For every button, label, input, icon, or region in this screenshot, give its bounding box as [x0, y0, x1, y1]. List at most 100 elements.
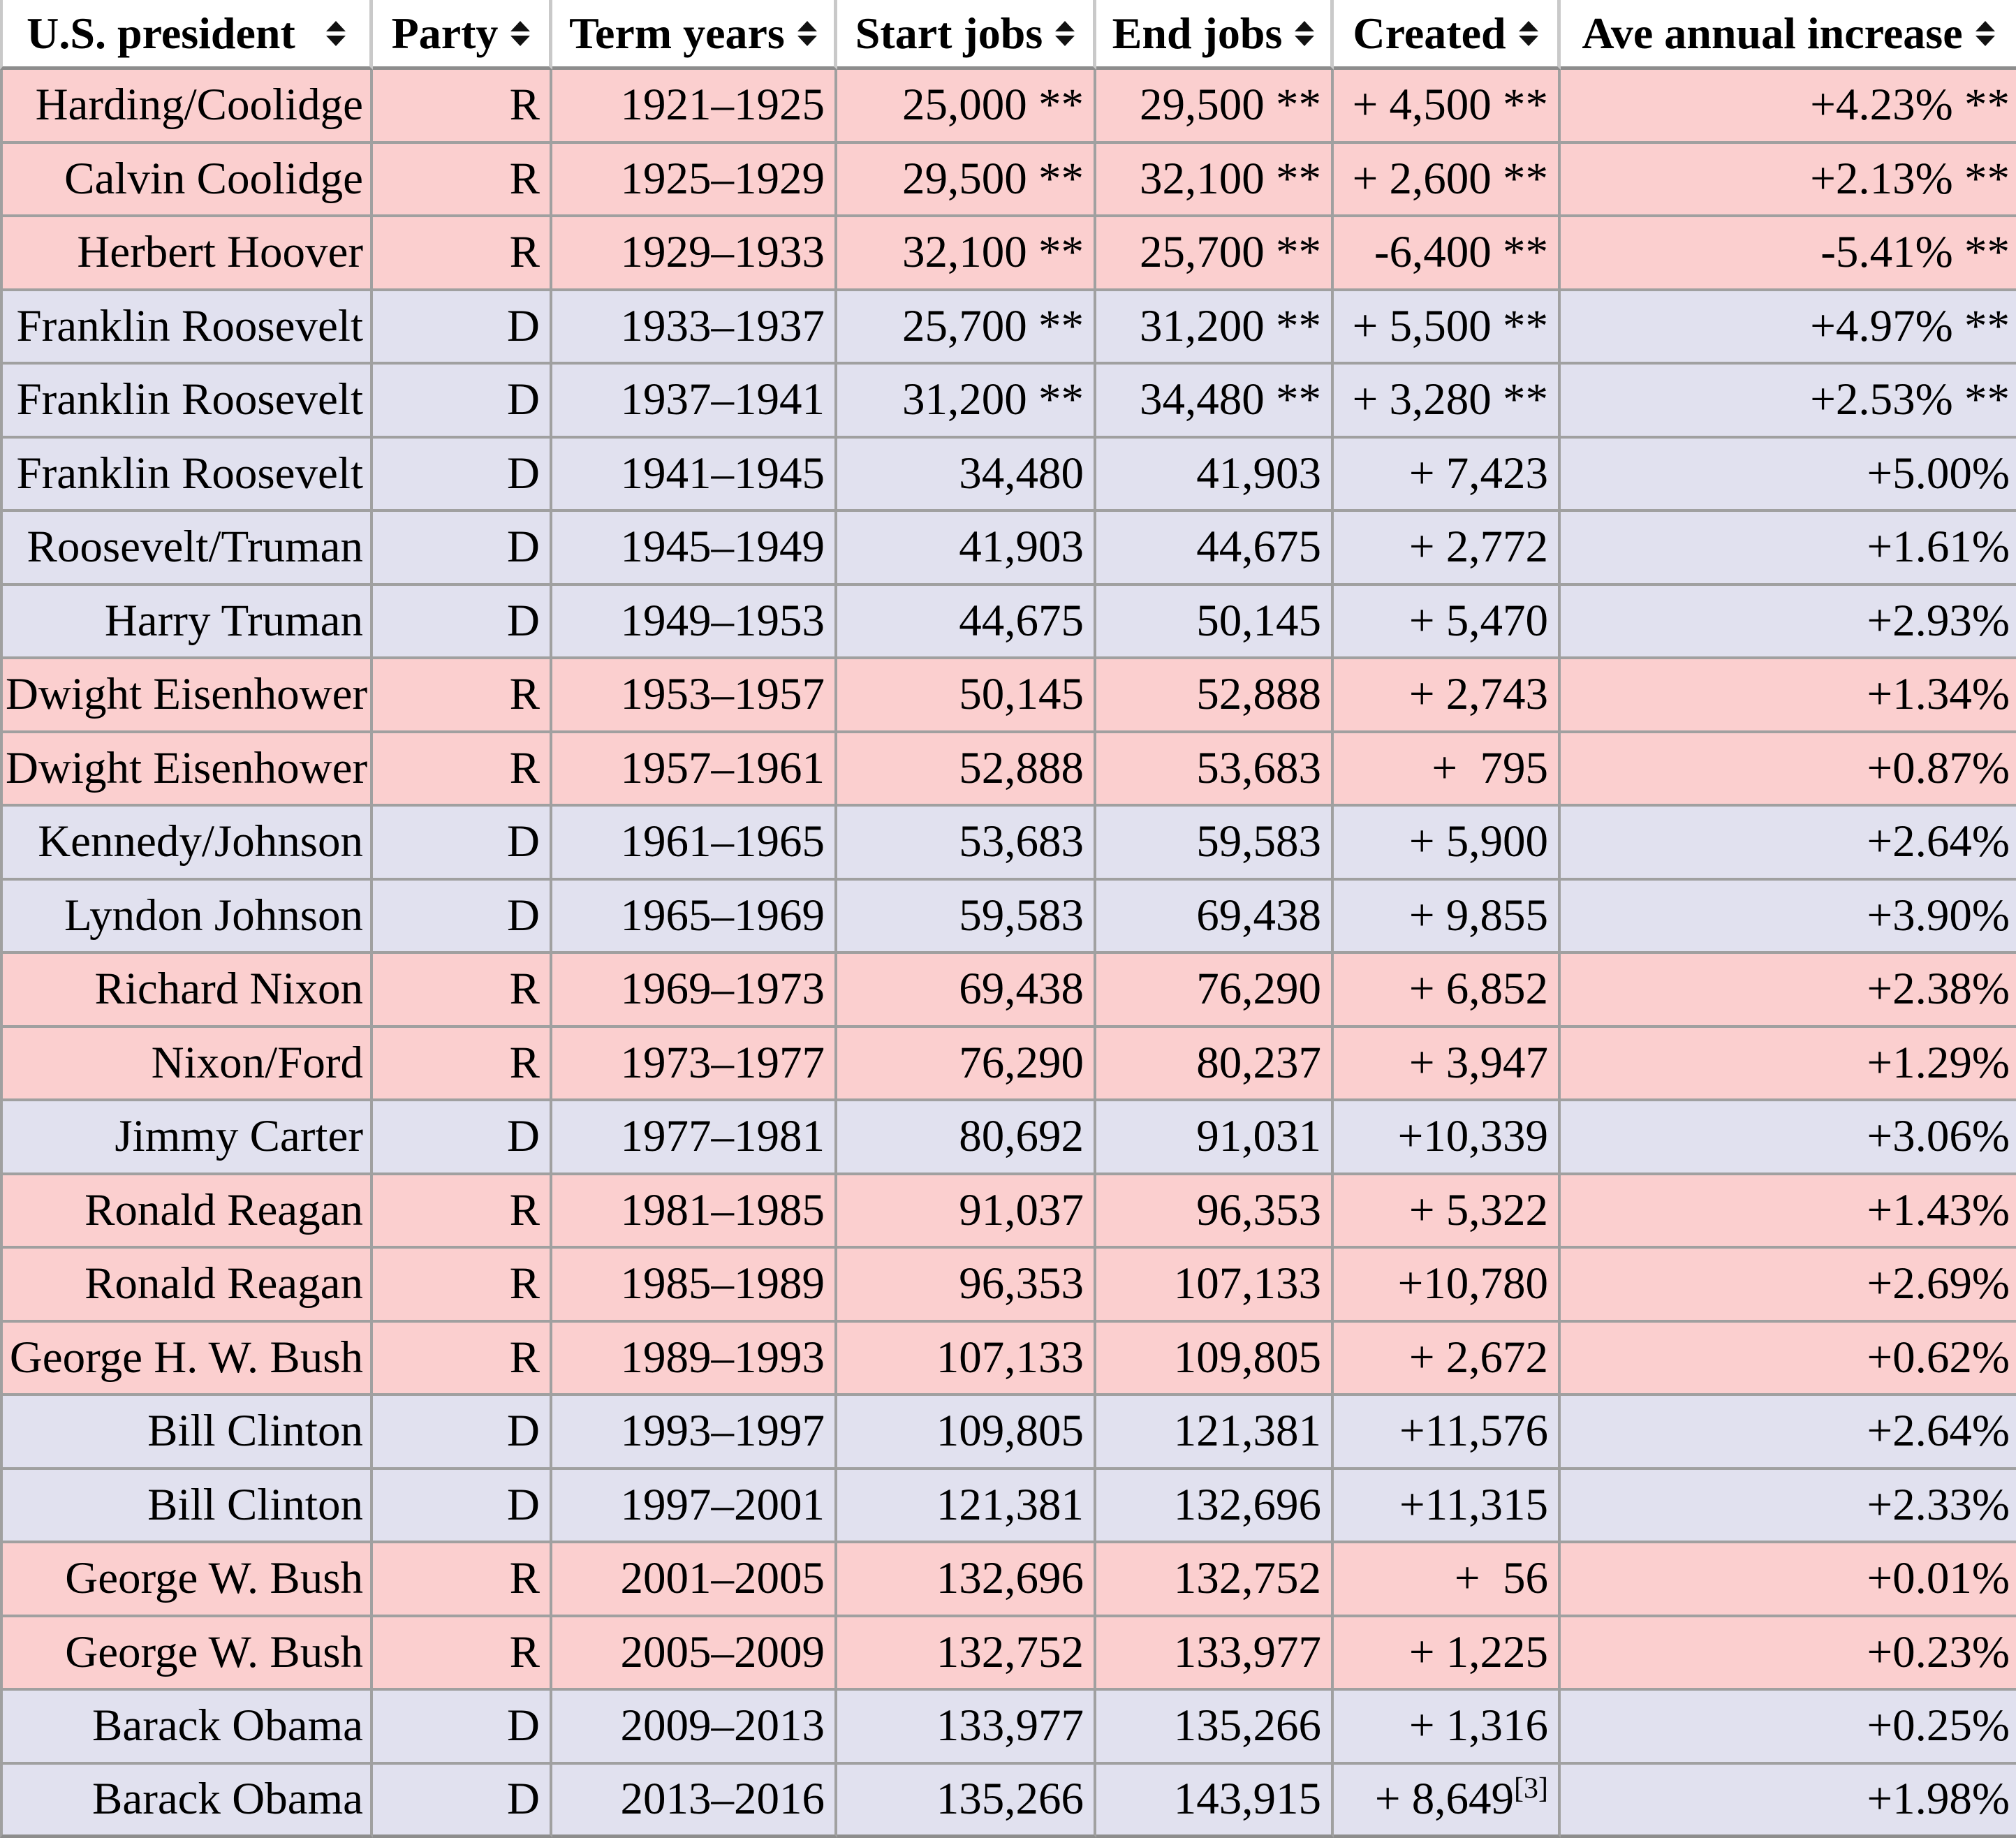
column-header-ave[interactable]: Ave annual increase [1561, 0, 2016, 70]
cell-text: +11,576 [1399, 1406, 1548, 1457]
cell-term: 2005–2009 [552, 1617, 837, 1691]
cell-text: 91,031 [1196, 1111, 1321, 1162]
cell-text: D [507, 595, 540, 646]
cell-created: + 3,280 ** [1334, 365, 1561, 439]
cell-text: 1973–1977 [620, 1037, 825, 1088]
cell-president: Herbert Hoover [0, 217, 373, 291]
cell-text: D [507, 1111, 540, 1162]
sort-icon[interactable] [1975, 20, 1995, 46]
cell-end: 107,133 [1096, 1249, 1334, 1323]
cell-text: 80,692 [959, 1111, 1084, 1162]
cell-ave: +2.13% ** [1561, 144, 2016, 217]
cell-text: 32,100 ** [902, 227, 1084, 278]
cell-party: R [373, 954, 552, 1028]
cell-start: 135,266 [837, 1764, 1096, 1838]
cell-text: D [507, 374, 540, 425]
sort-icon[interactable] [510, 20, 531, 46]
cell-text: 1945–1949 [620, 522, 825, 573]
cell-text: D [507, 1774, 540, 1825]
cell-ave: +0.01% [1561, 1543, 2016, 1617]
cell-end: 91,031 [1096, 1101, 1334, 1175]
cell-ave: +4.97% ** [1561, 291, 2016, 365]
cell-party: D [373, 880, 552, 954]
column-header-party[interactable]: Party [373, 0, 552, 70]
cell-end: 31,200 ** [1096, 291, 1334, 365]
cell-start: 50,145 [837, 659, 1096, 733]
sort-descending-triangle-icon [797, 35, 817, 46]
column-header-start[interactable]: Start jobs [837, 0, 1096, 70]
sort-icon[interactable] [325, 20, 346, 46]
cell-start: 133,977 [837, 1691, 1096, 1765]
cell-text: +1.98% [1867, 1774, 2010, 1825]
cell-text: Franklin Roosevelt [16, 300, 363, 351]
cell-text: + 5,470 [1408, 595, 1548, 646]
cell-party: R [373, 1543, 552, 1617]
cell-text: -5.41% ** [1820, 227, 2010, 278]
cell-text: 25,700 ** [1140, 227, 1321, 278]
cell-created: + 5,500 ** [1334, 291, 1561, 365]
cell-ave: +5.00% [1561, 439, 2016, 512]
cell-text: 1985–1989 [620, 1258, 825, 1309]
cell-created: + 1,225 [1334, 1617, 1561, 1691]
cell-created: + 5,900 [1334, 807, 1561, 881]
cell-text: 143,915 [1173, 1774, 1321, 1825]
cell-created: + 2,743 [1334, 659, 1561, 733]
sort-icon[interactable] [797, 20, 817, 46]
cell-end: 76,290 [1096, 954, 1334, 1028]
cell-text: Franklin Roosevelt [16, 374, 363, 425]
cell-end: 44,675 [1096, 512, 1334, 586]
cell-text: 132,752 [1173, 1553, 1321, 1604]
cell-text: +2.69% [1867, 1258, 2010, 1309]
cell-created: + 2,672 [1334, 1322, 1561, 1396]
cell-party: D [373, 1396, 552, 1470]
cell-ave: -5.41% ** [1561, 217, 2016, 291]
cell-text: 50,145 [1196, 595, 1321, 646]
cell-created: +10,339 [1334, 1101, 1561, 1175]
cell-text: George W. Bush [65, 1553, 363, 1604]
cell-president: Roosevelt/Truman [0, 512, 373, 586]
cell-text: Harding/Coolidge [35, 80, 363, 131]
column-header-created[interactable]: Created [1334, 0, 1561, 70]
cell-text: 1953–1957 [620, 669, 825, 720]
sort-icon[interactable] [1295, 20, 1315, 46]
cell-text: + 5,500 ** [1352, 300, 1548, 351]
cell-party: D [373, 807, 552, 881]
cell-text: R [509, 1184, 540, 1235]
cell-text: +1.43% [1867, 1184, 2010, 1235]
cell-text: Ronald Reagan [84, 1184, 363, 1235]
cell-president: George W. Bush [0, 1543, 373, 1617]
sort-ascending-triangle-icon [797, 20, 817, 31]
cell-text: Bill Clinton [147, 1479, 363, 1530]
cell-end: 59,583 [1096, 807, 1334, 881]
cell-text: +1.34% [1867, 669, 2010, 720]
sort-icon[interactable] [1518, 20, 1538, 46]
cell-end: 29,500 ** [1096, 70, 1334, 144]
sort-ascending-triangle-icon [1295, 20, 1315, 31]
cell-party: D [373, 438, 552, 512]
cell-created: + 3,947 [1334, 1027, 1561, 1101]
column-header-content: U.S. president [7, 8, 365, 59]
footnote-reference[interactable]: [3] [1514, 1772, 1548, 1805]
cell-ave: +1.34% [1561, 659, 2016, 733]
cell-text: + 2,743 [1408, 669, 1548, 720]
cell-created: -6,400 ** [1334, 217, 1561, 291]
column-header-term[interactable]: Term years [552, 0, 837, 70]
column-header-end[interactable]: End jobs [1096, 0, 1334, 70]
cell-president: Ronald Reagan [0, 1249, 373, 1323]
cell-term: 1953–1957 [552, 659, 837, 733]
cell-text: R [509, 742, 540, 793]
cell-text: D [507, 890, 540, 941]
cell-ave: +4.23% ** [1561, 70, 2016, 144]
cell-end: 132,752 [1096, 1543, 1334, 1617]
column-header-president[interactable]: U.S. president [0, 0, 373, 70]
cell-text: D [507, 448, 540, 499]
cell-text: Franklin Roosevelt [16, 448, 363, 499]
cell-president: Franklin Roosevelt [0, 365, 373, 439]
sort-icon[interactable] [1055, 20, 1075, 46]
cell-text: 52,888 [959, 742, 1084, 793]
cell-text: 29,500 ** [902, 153, 1084, 204]
cell-text: 133,977 [1173, 1626, 1321, 1677]
cell-text: + 7,423 [1408, 448, 1548, 499]
sort-descending-triangle-icon [325, 35, 346, 46]
cell-start: 53,683 [837, 807, 1096, 881]
